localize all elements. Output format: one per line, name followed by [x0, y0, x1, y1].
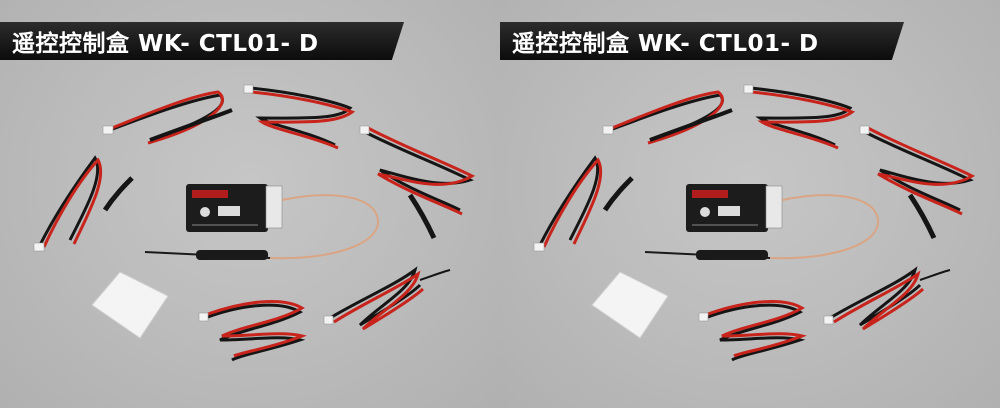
product-photo: [33, 84, 476, 362]
product-photo-duplicate: [533, 84, 976, 362]
photo-panel-left: 遥控控制盒 WK- CTL01- D: [0, 0, 500, 408]
servo-cable-5: [698, 299, 807, 362]
receiver-module: [686, 184, 783, 232]
servo-cable-4: [33, 155, 134, 252]
servo-cable-1: [602, 90, 733, 145]
title-banner: 遥控控制盒 WK- CTL01- D: [500, 22, 904, 60]
adhesive-pad: [591, 271, 669, 339]
servo-cable-1: [102, 90, 233, 145]
antenna-wire: [644, 194, 880, 260]
title-banner: 遥控控制盒 WK- CTL01- D: [0, 22, 404, 60]
adhesive-pad: [91, 271, 169, 339]
servo-cable-6: [823, 266, 951, 331]
banner-title: 遥控控制盒 WK- CTL01- D: [512, 31, 819, 57]
banner-title: 遥控控制盒 WK- CTL01- D: [12, 31, 319, 57]
servo-cable-2: [243, 84, 356, 150]
servo-cable-3: [859, 125, 976, 240]
servo-cable-2: [743, 84, 856, 150]
photo-panel-right: 遥控控制盒 WK- CTL01- D: [500, 0, 1000, 408]
servo-cable-3: [359, 125, 476, 240]
receiver-module: [186, 184, 283, 232]
servo-cable-4: [533, 155, 634, 252]
servo-cable-5: [198, 299, 307, 362]
servo-cable-6: [323, 266, 451, 331]
antenna-wire: [144, 194, 380, 260]
